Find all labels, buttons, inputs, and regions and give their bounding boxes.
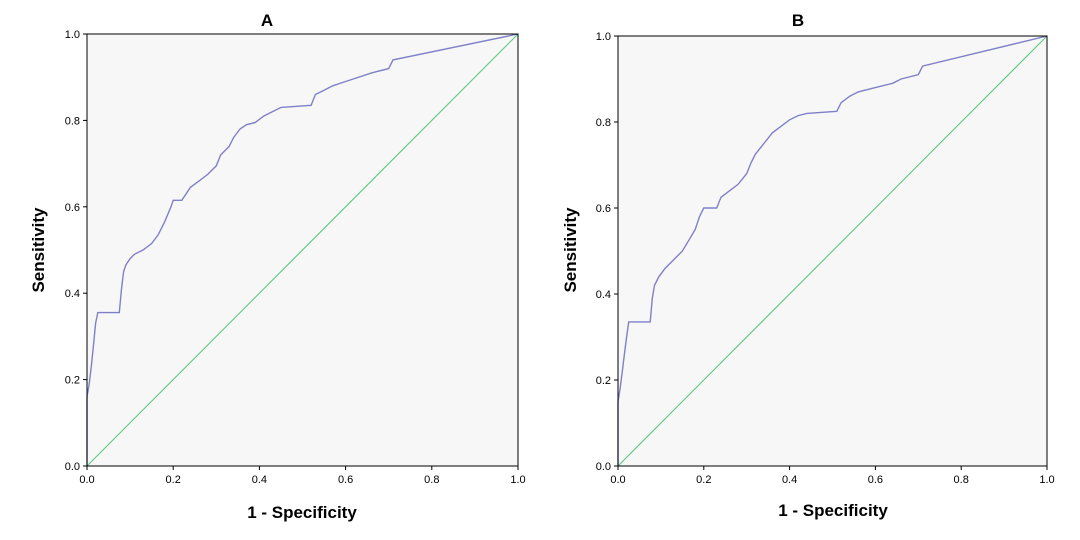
y-tick-label-a-2: 0.4 <box>65 288 80 300</box>
x-axis-title-b: 1 - Specificity <box>778 501 888 520</box>
y-tick-label-b-4: 0.8 <box>596 117 611 129</box>
y-axis-title-b: Sensitivity <box>561 207 580 293</box>
x-tick-label-b-0: 0.0 <box>610 474 625 486</box>
x-tick-label-a-5: 1.0 <box>510 474 525 486</box>
roc-curve-b <box>617 35 1048 466</box>
x-tick-label-b-2: 0.4 <box>782 474 797 486</box>
y-tick-label-a-0: 0.0 <box>65 461 80 473</box>
x-tick-label-a-4: 0.8 <box>424 474 439 486</box>
x-tick-label-a-1: 0.2 <box>166 474 181 486</box>
plot-frame-b <box>617 35 1048 467</box>
roc-panel-a: A Sensitivity 1 - Specificity 0.0 0.2 0.4 0… <box>29 11 526 522</box>
panel-title-a: A <box>261 11 273 30</box>
y-axis-title-a: Sensitivity <box>29 207 48 293</box>
y-tick-label-b-2: 0.4 <box>596 289 611 301</box>
y-tick-label-a-4: 0.8 <box>65 115 80 127</box>
x-tick-label-b-1: 0.2 <box>696 474 711 486</box>
roc-curve-a <box>86 33 519 466</box>
x-tick-label-a-3: 0.6 <box>338 474 353 486</box>
y-tick-label-b-5: 1.0 <box>596 31 611 43</box>
y-tick-label-a-3: 0.6 <box>65 202 80 214</box>
roc-panel-b: B Sensitivity 1 - Specificity 0.0 0.2 0.4 0… <box>561 11 1055 520</box>
x-tick-label-a-0: 0.0 <box>79 474 94 486</box>
plot-frame-a <box>86 33 519 467</box>
x-tick-label-a-2: 0.4 <box>252 474 267 486</box>
y-tick-label-a-1: 0.2 <box>65 375 80 387</box>
reference-line-a <box>86 33 519 467</box>
reference-line-b <box>617 35 1048 467</box>
x-axis-title-a: 1 - Specificity <box>247 503 357 522</box>
y-tick-label-b-0: 0.0 <box>596 461 611 473</box>
y-tick-label-b-3: 0.6 <box>596 203 611 215</box>
x-tick-label-b-5: 1.0 <box>1039 474 1054 486</box>
y-tick-label-a-5: 1.0 <box>65 29 80 41</box>
x-tick-label-b-3: 0.6 <box>868 474 883 486</box>
y-tick-label-b-1: 0.2 <box>596 375 611 387</box>
x-tick-label-b-4: 0.8 <box>954 474 969 486</box>
panel-title-b: B <box>792 11 804 30</box>
